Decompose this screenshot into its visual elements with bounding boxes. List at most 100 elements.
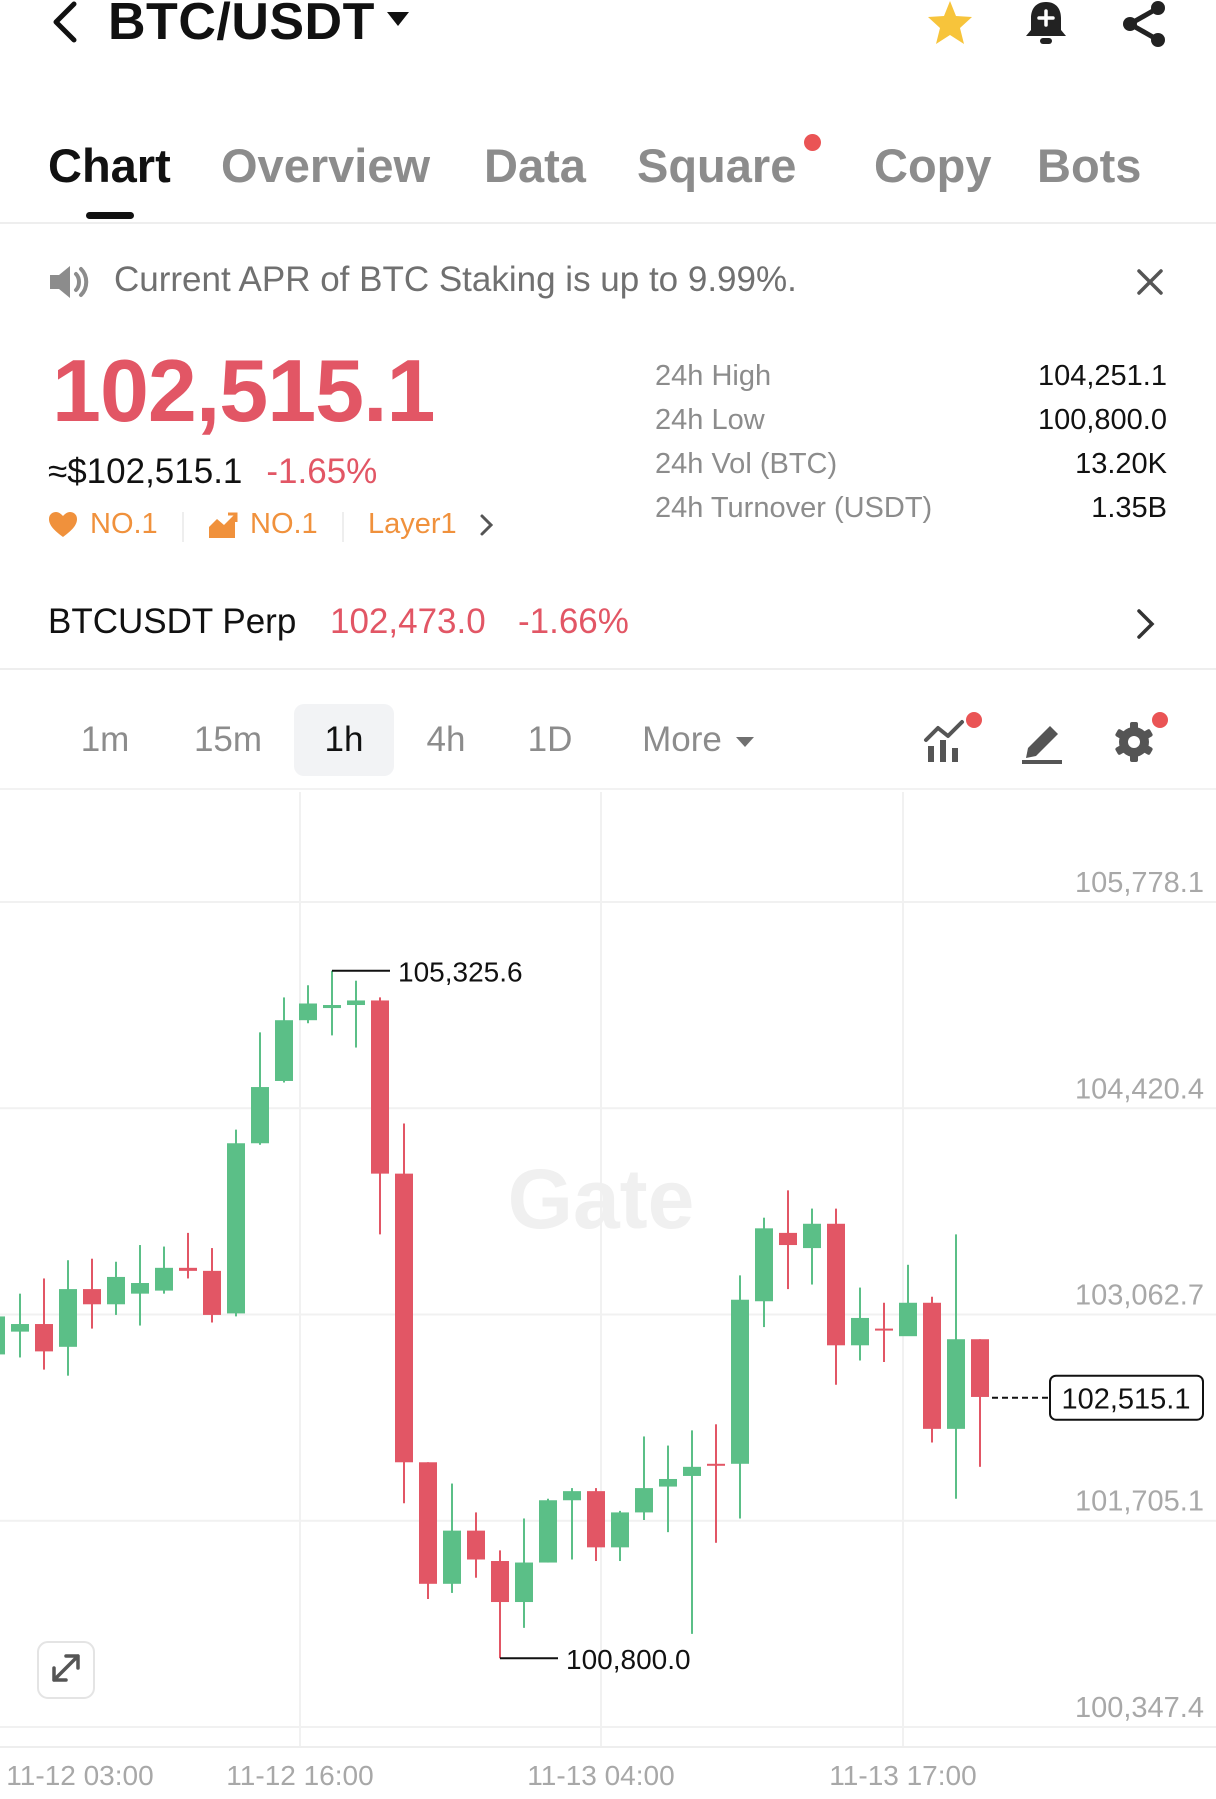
tab-square[interactable]: Square	[637, 139, 797, 192]
tab-chart[interactable]: Chart	[48, 139, 171, 192]
candle-body	[707, 1463, 725, 1466]
indicators-icon[interactable]	[922, 712, 982, 768]
candle-body	[395, 1173, 413, 1463]
star-icon[interactable]	[924, 0, 976, 48]
y-axis: 105,778.1 104,420.4 103,062.7 101,705.1 100,…	[1075, 867, 1204, 1724]
chart-hgrid	[0, 901, 1216, 1728]
last-price: 102,515.1	[52, 341, 435, 440]
candle-body	[491, 1561, 509, 1603]
candle-body	[59, 1289, 77, 1347]
x-tick-label: 11-13 17:00	[829, 1760, 976, 1791]
interval-1d[interactable]: 1D	[527, 720, 573, 759]
candle-body	[347, 1000, 365, 1006]
chart-canvas[interactable]: Gate 105,325.6 100,800.0 102,515.1 105,778…	[0, 792, 1216, 1799]
announcement-banner[interactable]: Current APR of BTC Staking is up to 9.99…	[0, 250, 1216, 314]
stat-row: 24h High 104,251.1	[655, 360, 1167, 400]
y-tick-label: 100,347.4	[1075, 1692, 1204, 1724]
gear-icon[interactable]	[1110, 712, 1170, 768]
tag-sector[interactable]: Layer1	[368, 508, 495, 541]
tag-rank-gainers[interactable]: NO.1	[208, 508, 318, 541]
chart-icon	[209, 512, 238, 538]
candle-body	[827, 1223, 845, 1346]
stat-label: 24h High	[655, 360, 772, 392]
x-axis: 11-12 03:00 11-12 16:00 11-13 04:00 11-13 1…	[6, 1760, 976, 1791]
draw-tool-icon[interactable]	[1016, 712, 1076, 768]
candle-body	[635, 1488, 653, 1513]
pair-title[interactable]: BTC/USDT	[108, 0, 375, 51]
stat-value: 1.35B	[1091, 492, 1167, 524]
candle-body	[11, 1324, 29, 1332]
stat-value: 100,800.0	[1037, 404, 1167, 436]
interval-15m[interactable]: 15m	[193, 720, 263, 759]
annotations-group: 105,325.6 100,800.0 102,515.1	[332, 957, 1204, 1675]
stat-row: 24h Vol (BTC) 13.20K	[655, 448, 1167, 488]
y-tick-label: 105,778.1	[1075, 867, 1204, 899]
interval-more[interactable]: More	[624, 704, 772, 776]
chart-grid	[0, 792, 1216, 1748]
tag-divider	[342, 512, 344, 542]
interval-1m[interactable]: 1m	[80, 720, 130, 759]
candle-body	[251, 1087, 269, 1144]
candle-body	[107, 1276, 125, 1305]
candle-body	[131, 1283, 149, 1294]
interval-4h[interactable]: 4h	[426, 720, 466, 759]
perp-change: -1.66%	[518, 602, 629, 641]
tab-bar: Chart Overview Data Square Copy Bots	[0, 118, 1216, 224]
interval-bar: 1m 15m 1h 4h 1D More	[0, 690, 1216, 790]
back-arrow-icon[interactable]	[46, 0, 86, 44]
tag-label: NO.1	[250, 508, 318, 540]
top-bar: BTC/USDT	[0, 0, 1216, 70]
tag-label: NO.1	[90, 508, 158, 540]
chevron-right-icon	[1130, 606, 1160, 642]
tab-overview[interactable]: Overview	[221, 139, 431, 192]
candle-body	[779, 1232, 797, 1246]
chevron-right-icon	[480, 514, 493, 535]
stat-value: 104,251.1	[1037, 360, 1167, 392]
y-tick-label: 101,705.1	[1075, 1486, 1204, 1518]
stat-row: 24h Low 100,800.0	[655, 404, 1167, 444]
candle-body	[443, 1530, 461, 1584]
tag-rank-popularity[interactable]: NO.1	[48, 508, 158, 541]
announcement-text: Current APR of BTC Staking is up to 9.99…	[114, 260, 797, 299]
tab-data[interactable]: Data	[484, 139, 586, 192]
candlestick-chart[interactable]: Gate 105,325.6 100,800.0 102,515.1 105,778…	[0, 792, 1216, 1799]
x-tick-label: 11-13 04:00	[527, 1760, 674, 1791]
tag-label: Layer1	[368, 508, 457, 540]
candle-body	[683, 1466, 701, 1476]
y-tick-label: 103,062.7	[1075, 1280, 1204, 1312]
candle-body	[227, 1143, 245, 1314]
candle-body	[83, 1289, 101, 1305]
candle-body	[419, 1462, 437, 1584]
price-change: -1.65%	[266, 452, 378, 491]
notification-dot	[804, 134, 821, 151]
stat-row: 24h Turnover (USDT) 1.35B	[655, 492, 1167, 532]
max-price-label: 105,325.6	[398, 957, 523, 988]
candle-body	[923, 1302, 941, 1429]
x-tick-label: 11-12 16:00	[226, 1760, 373, 1791]
candle-body	[659, 1478, 677, 1487]
min-price-label: 100,800.0	[566, 1644, 691, 1675]
tab-copy[interactable]: Copy	[874, 139, 992, 192]
fullscreen-button[interactable]	[37, 1641, 95, 1699]
perp-name: BTCUSDT Perp	[48, 602, 297, 641]
candle-body	[731, 1299, 749, 1464]
tab-bots[interactable]: Bots	[1037, 139, 1142, 192]
perp-price: 102,473.0	[330, 602, 486, 641]
stat-value: 13.20K	[1075, 448, 1167, 480]
perp-link-row[interactable]: BTCUSDT Perp 102,473.0 -1.66%	[0, 590, 1216, 670]
caret-down-icon[interactable]	[385, 6, 411, 32]
candle-body	[851, 1317, 869, 1346]
bell-icon[interactable]	[1020, 0, 1072, 48]
candle-body	[155, 1267, 173, 1291]
interval-1h[interactable]: 1h	[294, 704, 394, 776]
candle-body	[515, 1562, 533, 1603]
interval-more-label: More	[642, 720, 722, 759]
candle-body	[755, 1228, 773, 1302]
stat-label: 24h Low	[655, 404, 765, 436]
share-icon[interactable]	[1118, 0, 1170, 48]
x-tick-label: 11-12 03:00	[6, 1760, 153, 1791]
candle-body	[35, 1324, 53, 1352]
price-usd-row: ≈$102,515.1 -1.65%	[48, 452, 377, 492]
close-icon[interactable]	[1130, 262, 1170, 302]
candle-body	[803, 1223, 821, 1249]
